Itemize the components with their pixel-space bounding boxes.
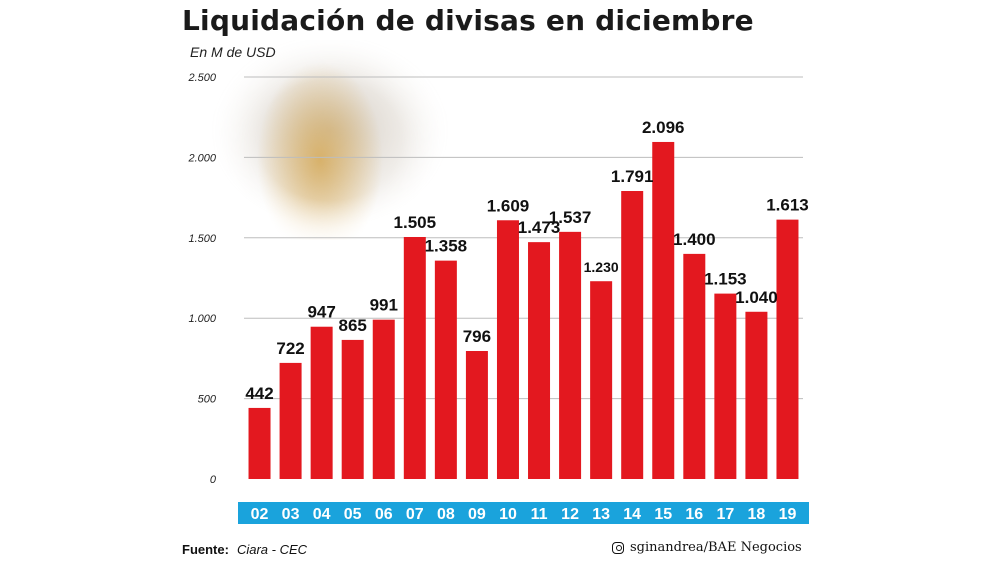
x-tick-label: 07 xyxy=(406,506,424,523)
bar xyxy=(465,351,488,479)
bar-value-label: 1.505 xyxy=(394,213,437,232)
bar xyxy=(372,319,395,479)
y-tick-label: 2.500 xyxy=(187,72,216,84)
bar xyxy=(496,220,519,479)
credit-note: sginandrea/BAE Negocios xyxy=(612,540,802,555)
x-tick-label: 12 xyxy=(561,506,579,523)
bar-value-label: 1.230 xyxy=(584,259,619,275)
bar-value-label: 1.358 xyxy=(425,237,468,256)
chart-title: Liquidación de divisas en diciembre xyxy=(182,4,754,37)
bar xyxy=(745,311,768,479)
x-tick-label: 19 xyxy=(779,506,797,523)
bar xyxy=(776,219,799,480)
background-photo xyxy=(200,40,460,240)
credit-text: sginandrea/BAE Negocios xyxy=(630,540,802,555)
bar xyxy=(652,141,675,479)
x-tick-label: 16 xyxy=(685,506,703,523)
x-tick-label: 03 xyxy=(282,506,300,523)
x-tick-label: 10 xyxy=(499,506,517,523)
source-label: Fuente: xyxy=(182,542,229,557)
x-tick-label: 11 xyxy=(531,506,548,523)
bar xyxy=(403,236,426,479)
bar xyxy=(683,253,706,479)
x-tick-label: 06 xyxy=(375,506,393,523)
category-band xyxy=(238,502,809,524)
bar-value-label: 1.153 xyxy=(704,270,747,289)
y-tick-label: 1.000 xyxy=(188,313,216,325)
bar xyxy=(310,326,333,479)
bar xyxy=(341,339,364,479)
bar xyxy=(559,231,582,479)
bar-value-label: 442 xyxy=(245,384,273,403)
bar xyxy=(590,281,613,479)
bar-value-label: 1.040 xyxy=(735,288,778,307)
x-tick-label: 17 xyxy=(716,506,734,523)
x-tick-label: 14 xyxy=(623,506,641,523)
bar xyxy=(434,260,457,479)
bar-value-label: 1.537 xyxy=(549,208,592,227)
bar-value-label: 991 xyxy=(370,296,398,315)
x-tick-label: 15 xyxy=(654,506,672,523)
y-tick-label: 500 xyxy=(198,394,217,406)
bar-value-label: 1.400 xyxy=(673,230,716,249)
bar-value-label: 1.473 xyxy=(518,218,561,237)
bar-value-label: 865 xyxy=(339,316,367,335)
x-tick-label: 02 xyxy=(251,506,269,523)
bar-value-label: 796 xyxy=(463,327,491,346)
bar xyxy=(528,242,551,479)
bar xyxy=(621,191,644,479)
bar xyxy=(714,293,737,479)
bar-value-label: 1.791 xyxy=(611,167,654,186)
bar-value-label: 1.613 xyxy=(766,196,809,215)
bar xyxy=(248,407,271,479)
chart-subtitle: En M de USD xyxy=(190,44,276,60)
y-tick-label: 2.000 xyxy=(187,152,216,164)
source-value: Ciara - CEC xyxy=(236,542,308,557)
x-tick-label: 13 xyxy=(592,506,610,523)
bar xyxy=(279,362,302,479)
x-tick-label: 08 xyxy=(437,506,455,523)
bar-value-label: 1.609 xyxy=(487,196,530,215)
bar-value-label: 947 xyxy=(307,303,335,322)
y-tick-label: 1.500 xyxy=(188,233,216,245)
x-tick-label: 09 xyxy=(468,506,486,523)
x-tick-label: 18 xyxy=(748,506,766,523)
bar-value-label: 2.096 xyxy=(642,118,685,137)
source-note: Fuente: Ciara - CEC xyxy=(182,542,307,557)
instagram-icon xyxy=(612,541,624,554)
bar-value-label: 722 xyxy=(276,339,304,358)
x-tick-label: 05 xyxy=(344,506,362,523)
y-tick-label: 0 xyxy=(210,474,217,486)
x-tick-label: 04 xyxy=(313,506,331,523)
